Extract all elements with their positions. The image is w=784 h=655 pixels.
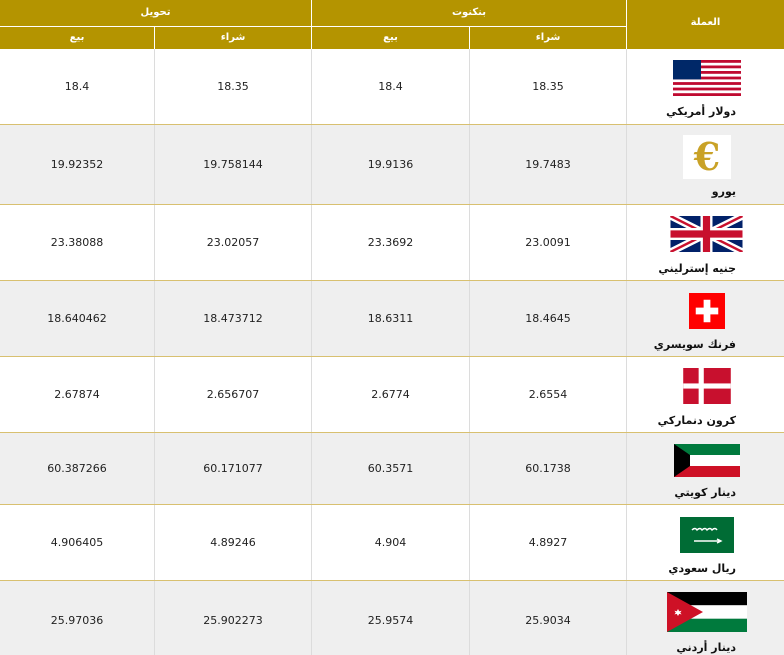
banknote-buy-value: 2.6554 [528,388,568,401]
currency-name: يورو [711,185,736,198]
table-header: تحويل بنكنوت العملة بيع شراء بيع شراء [0,0,784,49]
us-flag-icon [673,60,741,96]
banknote-buy-value: 18.4645 [525,312,571,325]
currency-name: دولار أمريكي [666,105,736,118]
banknote-sell-value: 2.6774 [371,388,410,401]
transfer-buy-value: 18.473712 [203,312,263,325]
banknote-sell-value: 18.4 [378,80,403,93]
transfer-buy-value: 18.35 [217,80,249,93]
transfer-sell-value: 60.387266 [47,462,107,475]
jordan-flag-icon [667,592,747,632]
table-row: 18.640462 18.473712 18.6311 18.4645 فرنك… [0,281,784,357]
transfer-buy-value: 4.89246 [210,536,256,549]
transfer-sell-value: 25.97036 [50,614,104,627]
currency-name: ريال سعودي [668,562,736,575]
banknote-sell-value: 60.3571 [367,462,414,475]
currency-name: دينار أردني [676,641,736,654]
banknote-sell-value: 18.6311 [367,312,414,325]
banknote-buy-value: 23.0091 [525,236,571,249]
kuwait-flag-icon [674,444,740,477]
banknote-sell-value: 19.9136 [367,158,414,171]
currency-name: فرنك سويسري [653,338,736,351]
currency-name: جنيه إسترليني [658,262,736,275]
transfer-buy-value: 25.902273 [203,614,263,627]
currency-name: دينار كويتي [674,486,736,499]
uk-flag-icon [670,216,743,252]
transfer-sell-value: 4.906405 [50,536,104,549]
banknote-sell-value: 23.3692 [367,236,414,249]
header-group-banknote: بنكنوت [451,7,487,18]
table-row: 2.67874 2.656707 2.6774 2.6554 كرون دنما… [0,357,784,433]
header-group-transfer: تحويل [140,7,171,18]
banknote-sell-value: 4.904 [374,536,407,549]
danish-flag-icon [683,368,731,404]
banknote-sell-value: 25.9574 [367,614,414,627]
transfer-sell-value: 18.640462 [47,312,107,325]
svg-text:€: € [693,135,720,179]
header-banknote-sell: بيع [383,32,398,43]
transfer-sell-value: 23.38088 [50,236,104,249]
banknote-buy-value: 4.8927 [528,536,568,549]
table-row: 18.4 18.35 18.4 18.35 دولار أمريكي [0,49,784,125]
table-row: 23.38088 23.02057 23.3692 23.0091 جنيه إ… [0,205,784,281]
banknote-buy-value: 19.7483 [525,158,571,171]
table-row: 19.92352 19.758144 19.9136 19.7483 € يور… [0,125,784,205]
transfer-buy-value: 19.758144 [203,158,263,171]
header-transfer-sell: بيع [69,32,85,43]
header-currency: العملة [690,17,721,28]
transfer-sell-value: 18.4 [64,80,90,93]
saudi-flag-icon [680,517,734,553]
banknote-buy-value: 25.9034 [525,614,571,627]
header-banknote-buy: شراء [535,32,561,43]
transfer-buy-value: 60.171077 [203,462,263,475]
table-row: 25.97036 25.902273 25.9574 25.9034 دينار… [0,581,784,655]
banknote-buy-value: 60.1738 [525,462,571,475]
table-row: 4.906405 4.89246 4.904 4.8927 ريال سعودي [0,505,784,581]
euro-icon: € [683,135,731,179]
header-transfer-buy: شراء [220,32,246,43]
banknote-buy-value: 18.35 [532,80,564,93]
swiss-flag-icon [689,293,725,329]
transfer-buy-value: 2.656707 [206,388,260,401]
transfer-buy-value: 23.02057 [206,236,260,249]
currency-name: كرون دنماركي [657,414,736,427]
transfer-sell-value: 19.92352 [50,158,104,171]
table-row: 60.387266 60.171077 60.3571 60.1738 دينا… [0,433,784,505]
transfer-sell-value: 2.67874 [54,388,100,401]
